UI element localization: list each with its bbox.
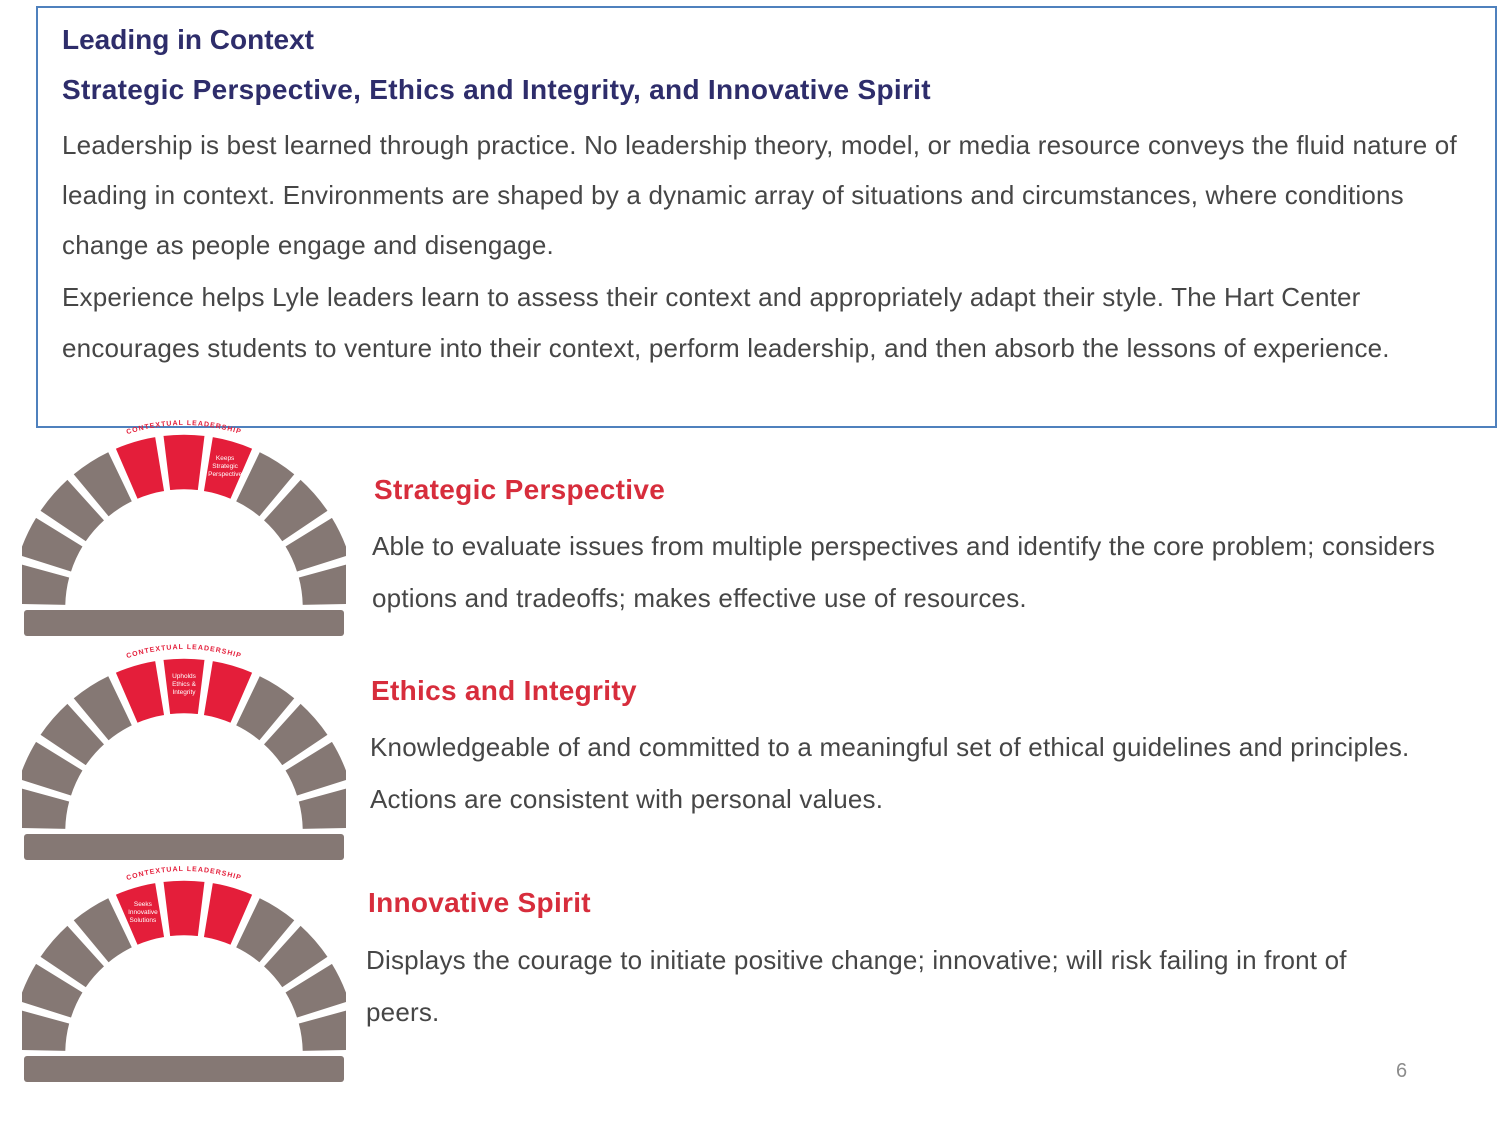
- arch-diagram-strategic: CONTEXTUAL LEADERSHIP Keeps Strategic Pers…: [22, 418, 346, 638]
- arch-stone: [71, 674, 134, 743]
- stone-label-line: Perspective: [208, 471, 242, 478]
- arch-stone-highlight: [161, 657, 207, 716]
- stone-label-line: Strategic: [212, 463, 238, 470]
- arch-stone: [22, 787, 71, 831]
- stone-label-line: Innovative: [128, 909, 158, 916]
- arch-stone-highlight: [202, 435, 254, 501]
- stone-label-line: Seeks: [134, 901, 153, 908]
- arch-stone: [262, 478, 330, 543]
- stone-label-line: Upholds: [172, 673, 197, 680]
- arch-stone: [22, 962, 85, 1020]
- intro-paragraph-2: Experience helps Lyle leaders learn to a…: [62, 282, 1390, 363]
- arch-stone: [71, 896, 134, 965]
- arch-base: [24, 610, 344, 636]
- page-number: 6: [1396, 1060, 1408, 1082]
- arch-base: [24, 1056, 344, 1082]
- arch-stone-highlight: [161, 433, 207, 492]
- page-title: Leading in Context: [62, 24, 314, 55]
- arch-stone: [262, 924, 330, 989]
- arch-stone: [22, 1009, 71, 1053]
- arch-stone: [38, 702, 106, 767]
- page-subtitle: Strategic Perspective, Ethics and Integr…: [62, 74, 931, 105]
- arch-stone: [38, 478, 106, 543]
- intro-paragraph-1: Leadership is best learned through pract…: [62, 130, 1457, 260]
- stone-label-line: Solutions: [130, 917, 157, 924]
- arch-icon: CONTEXTUAL LEADERSHIP SeeksInnovativeSol…: [22, 866, 346, 1082]
- arch-stone: [283, 740, 346, 798]
- arch-stone: [297, 1009, 346, 1053]
- stone-label-line: Keeps: [216, 455, 235, 462]
- arch-stone: [262, 702, 330, 767]
- arch-stone-highlight: [202, 659, 254, 725]
- section-title-strategic: Strategic Perspective: [374, 474, 666, 505]
- section-text-strategic: Able to evaluate issues from multiple pe…: [372, 531, 1436, 613]
- arch-stone: [22, 563, 71, 607]
- arch-diagram-ethics: CONTEXTUAL LEADERSHIP Upholds Ethics & Int…: [22, 642, 346, 862]
- arch-stone-highlight: [114, 435, 166, 501]
- section-title-ethics: Ethics and Integrity: [371, 675, 637, 706]
- arch-icon: CONTEXTUAL LEADERSHIP KeepsStrategicPers…: [22, 420, 346, 636]
- arch-stone: [297, 787, 346, 831]
- arch-stone: [234, 674, 297, 743]
- arch-stone: [22, 516, 85, 574]
- intro-box: [36, 6, 1497, 428]
- arch-stone-highlight: [202, 881, 254, 947]
- arch-stone-highlight: [161, 879, 207, 938]
- arch-stone: [283, 516, 346, 574]
- arch-stone-highlight: [114, 659, 166, 725]
- stone-label-line: Ethics &: [172, 681, 197, 688]
- section-text-innovative: Displays the courage to initiate positiv…: [366, 945, 1347, 1027]
- arch-stone: [38, 924, 106, 989]
- section-text-ethics: Knowledgeable of and committed to a mean…: [370, 732, 1410, 814]
- arch-stone-highlight: [114, 881, 166, 947]
- section-title-innovative: Innovative Spirit: [368, 887, 591, 918]
- arch-stone: [71, 450, 134, 519]
- arch-stone: [283, 962, 346, 1020]
- arch-stone: [22, 740, 85, 798]
- arch-stone: [234, 896, 297, 965]
- arch-base: [24, 834, 344, 860]
- stone-label-line: Integrity: [172, 689, 196, 696]
- arch-stone: [234, 450, 297, 519]
- arch-diagram-innovative: CONTEXTUAL LEADERSHIP Seeks Innovative Sol…: [22, 864, 346, 1084]
- arch-stone: [297, 563, 346, 607]
